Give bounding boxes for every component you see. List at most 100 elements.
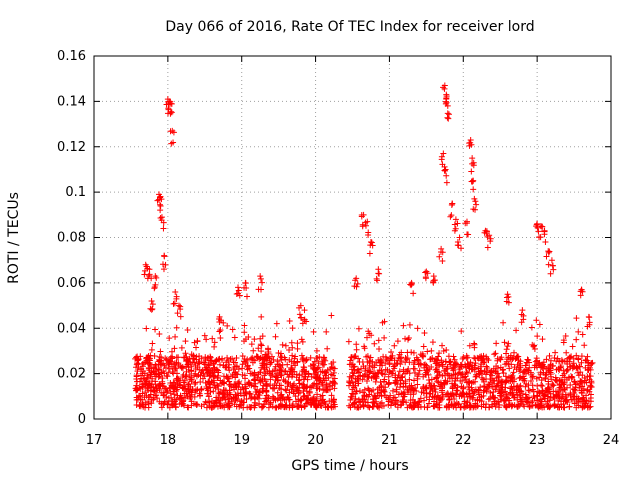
data-point [251,377,258,384]
data-point [431,277,438,284]
data-point [171,300,178,307]
data-point [324,367,331,374]
data-point [284,361,291,368]
data-point [440,150,447,157]
data-point [263,380,270,387]
data-point [241,322,248,329]
data-point [357,372,364,379]
data-point [363,378,370,385]
data-point [371,362,378,369]
data-point [399,398,406,405]
data-point [377,356,384,363]
data-point [472,198,479,205]
data-point [531,346,538,353]
x-tick-label: 20 [307,433,324,448]
data-point [414,381,421,388]
data-point [449,380,456,387]
data-point [175,375,182,382]
data-point [298,404,305,411]
data-point [151,283,158,290]
data-point [533,317,540,324]
data-point [246,365,253,372]
data-point [355,325,362,332]
x-tick-label: 24 [603,433,620,448]
data-point [313,354,320,361]
data-point [168,358,175,365]
data-point [168,100,175,107]
data-point [561,370,568,377]
data-point [224,392,231,399]
data-point [190,353,197,360]
data-point [202,359,209,366]
data-point [525,399,532,406]
data-point [501,339,508,346]
data-point [267,382,274,389]
data-point [414,325,421,332]
data-point [301,403,308,410]
data-point [177,306,184,313]
data-point [545,249,552,256]
data-point [381,334,388,341]
data-point [288,364,295,371]
data-point [490,383,497,390]
data-point [192,370,199,377]
data-point [181,386,188,393]
data-point [587,403,594,410]
data-point [469,387,476,394]
data-point [316,354,323,361]
data-point [359,223,366,230]
y-tick-label: 0.14 [57,94,86,109]
data-point [562,391,569,398]
data-point [466,363,473,370]
data-point [301,364,308,371]
data-point [564,355,571,362]
data-point [439,342,446,349]
data-point [226,381,233,388]
data-point [394,360,401,367]
data-point [520,375,527,382]
data-point [376,367,383,374]
data-point [366,369,373,376]
data-point [453,387,460,394]
data-point [545,393,552,400]
data-point [511,394,518,401]
data-point [184,393,191,400]
data-point [481,229,488,236]
data-point [290,390,297,397]
data-point [202,354,209,361]
data-point [493,375,500,382]
data-point [167,128,174,135]
data-point [162,355,169,362]
data-point [198,403,205,410]
data-point [490,365,497,372]
data-point [178,344,185,351]
data-point [349,386,356,393]
data-point [392,394,399,401]
data-point [556,377,563,384]
data-point [272,397,279,404]
data-point [358,365,365,372]
data-point [319,360,326,367]
data-point [457,371,464,378]
data-point [210,388,217,395]
data-point [171,391,178,398]
data-point [301,392,308,399]
data-point [348,366,355,373]
data-point [185,364,192,371]
data-point [325,403,332,410]
data-point [439,391,446,398]
data-point [232,359,239,366]
data-point [269,403,276,410]
data-point [141,271,148,278]
data-point [164,387,171,394]
data-point [573,315,580,322]
data-point [478,393,485,400]
data-point [443,172,450,179]
y-axis-label: ROTI / TECUs [6,192,22,284]
data-point [148,400,155,407]
data-point [558,363,565,370]
data-point [356,369,363,376]
data-point [273,320,280,327]
data-point [156,381,163,388]
data-point [193,344,200,351]
